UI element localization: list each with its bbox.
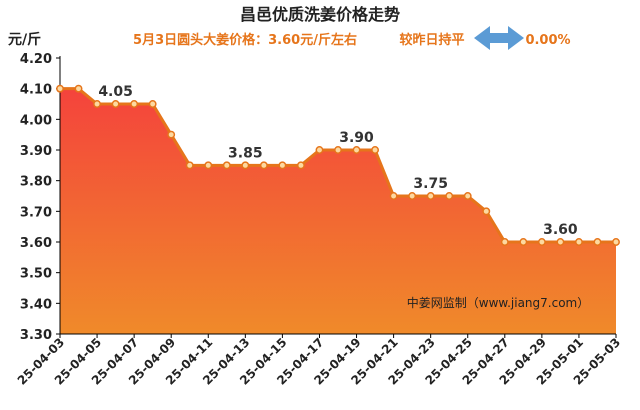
data-point: [56, 84, 64, 93]
data-point: [426, 192, 435, 200]
compare-label: 较昨日持平: [399, 32, 464, 48]
data-point: [408, 192, 417, 200]
data-point: [93, 100, 102, 108]
data-point: [185, 161, 194, 170]
data-point: [482, 207, 491, 216]
y-tick-label: 4.10: [20, 83, 52, 98]
plot-area: 4.20 4.10 4.00 3.90 3.80 3.70 3.60 3.50 3.40 3.30…: [15, 52, 623, 388]
data-point: [296, 161, 305, 170]
data-point: [241, 161, 250, 170]
y-tick-label: 3.80: [20, 175, 52, 190]
data-point: [204, 161, 213, 170]
data-point: [352, 146, 361, 154]
y-tick-label: 3.50: [20, 267, 52, 282]
double-arrow-icon: [474, 26, 524, 50]
data-point: [259, 161, 268, 170]
data-point: [593, 238, 602, 246]
data-point: [130, 100, 139, 108]
y-tick-label: 3.40: [20, 297, 52, 312]
data-label: 3.60: [543, 222, 578, 238]
y-tick-label: 4.20: [20, 52, 52, 67]
watermark: 中姜网监制（www.jiang7.com）: [407, 295, 589, 310]
chart-title: 昌邑优质洗姜价格走势: [240, 5, 400, 24]
data-label: 3.90: [339, 130, 374, 146]
data-point: [222, 161, 231, 170]
data-point: [111, 100, 120, 108]
compare-percent: 0.00%: [525, 33, 570, 48]
data-label: 3.85: [228, 145, 263, 161]
data-point: [167, 130, 176, 139]
y-tick-label: 3.70: [20, 205, 52, 220]
data-point: [612, 238, 620, 246]
data-point: [445, 192, 454, 200]
y-tick-label: 3.30: [20, 328, 52, 343]
data-point: [334, 146, 342, 154]
series-area: [60, 88, 616, 335]
y-tick-label: 4.00: [20, 113, 52, 128]
y-unit-label: 元/斤: [8, 31, 41, 48]
data-point: [500, 238, 509, 246]
data-point: [315, 146, 324, 154]
data-point: [148, 100, 157, 108]
data-point: [389, 192, 398, 200]
data-point: [463, 192, 472, 200]
y-tick-label: 3.60: [20, 236, 52, 251]
data-point: [556, 238, 565, 246]
data-point: [371, 146, 380, 154]
data-point: [574, 238, 583, 246]
price-note: 5月3日圆头大姜价格：3.60元/斤左右: [133, 32, 357, 48]
data-point: [74, 84, 83, 93]
data-point: [519, 238, 528, 246]
data-label: 3.75: [413, 176, 448, 192]
y-tick-label: 3.90: [20, 144, 52, 159]
data-point: [278, 161, 287, 170]
data-label: 4.05: [98, 84, 133, 100]
data-point: [537, 238, 546, 246]
